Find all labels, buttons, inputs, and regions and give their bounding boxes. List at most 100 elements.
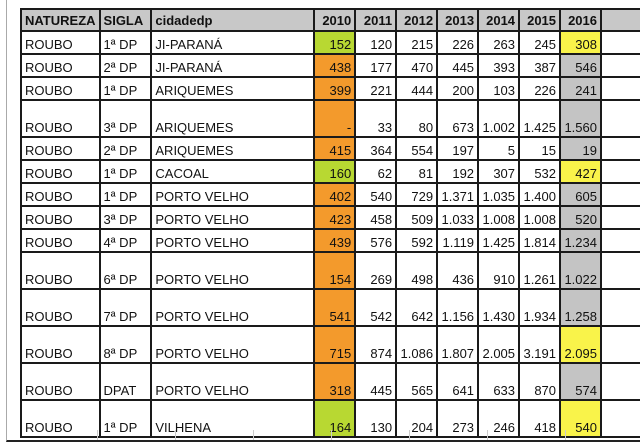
cell-year-2015[interactable]: 532 (518, 159, 562, 184)
cell-natureza[interactable]: ROUBO (20, 159, 101, 184)
cell-year-2014[interactable]: 1.008 (477, 205, 521, 230)
cell-empty[interactable] (600, 99, 640, 138)
cell-cidade[interactable]: ARIQUEMES (150, 99, 316, 138)
cell-year-2010[interactable]: 715 (313, 325, 357, 364)
cell-year-2011[interactable]: 576 (354, 228, 398, 253)
cell-year-2015[interactable]: 245 (518, 30, 562, 55)
cell-year-2011[interactable]: 269 (354, 251, 398, 290)
cell-year-2011[interactable]: 177 (354, 53, 398, 78)
cell-year-2013[interactable]: 641 (436, 362, 480, 401)
cell-year-2011[interactable]: 120 (354, 30, 398, 55)
header-2013[interactable]: 2013 (436, 8, 480, 32)
cell-sigla[interactable]: 1ª DP (98, 159, 153, 184)
cell-empty[interactable] (600, 182, 640, 207)
cell-year-2016[interactable]: 1.560 (559, 99, 602, 138)
cell-sigla[interactable]: 7ª DP (98, 288, 153, 327)
cell-year-2013[interactable]: 226 (436, 30, 480, 55)
cell-natureza[interactable]: ROUBO (20, 182, 101, 207)
cell-natureza[interactable]: ROUBO (20, 251, 101, 290)
cell-year-2010[interactable]: 438 (313, 53, 357, 78)
cell-year-2016[interactable]: 308 (559, 30, 602, 55)
cell-year-2013[interactable]: 1.371 (436, 182, 480, 207)
cell-cidade[interactable]: PORTO VELHO (150, 205, 316, 230)
cell-year-2014[interactable]: 103 (477, 76, 521, 101)
cell-year-2013[interactable]: 1.807 (436, 325, 480, 364)
cell-year-2016[interactable]: 241 (559, 76, 602, 101)
cell-year-2015[interactable]: 387 (518, 53, 562, 78)
cell-year-2014[interactable]: 1.035 (477, 182, 521, 207)
cell-year-2015[interactable]: 1.008 (518, 205, 562, 230)
cell-year-2010[interactable]: 541 (313, 288, 357, 327)
cell-year-2016[interactable]: 520 (559, 205, 602, 230)
cell-year-2012[interactable]: 470 (395, 53, 439, 78)
cell-sigla[interactable]: 6ª DP (98, 251, 153, 290)
cell-year-2016[interactable]: 1.258 (559, 288, 602, 327)
cell-year-2014[interactable]: 1.002 (477, 99, 521, 138)
cell-year-2016[interactable]: 574 (559, 362, 602, 401)
cell-year-2012[interactable]: 642 (395, 288, 439, 327)
cell-year-2012[interactable]: 215 (395, 30, 439, 55)
cell-cidade[interactable]: PORTO VELHO (150, 362, 316, 401)
cell-cidade[interactable]: PORTO VELHO (150, 228, 316, 253)
cell-year-2012[interactable]: 509 (395, 205, 439, 230)
cell-year-2012[interactable]: 444 (395, 76, 439, 101)
cell-year-2013[interactable]: 197 (436, 136, 480, 161)
cell-year-2016[interactable]: 546 (559, 53, 602, 78)
cell-year-2014[interactable]: 1.430 (477, 288, 521, 327)
cell-empty[interactable] (600, 159, 640, 184)
header-2016[interactable]: 2016 (559, 8, 602, 32)
cell-year-2011[interactable]: 62 (354, 159, 398, 184)
cell-cidade[interactable]: JI-PARANÁ (150, 30, 316, 55)
cell-year-2011[interactable]: 445 (354, 362, 398, 401)
cell-year-2013[interactable]: 436 (436, 251, 480, 290)
cell-sigla[interactable]: 1ª DP (98, 182, 153, 207)
cell-empty[interactable] (600, 205, 640, 230)
cell-year-2013[interactable]: 1.119 (436, 228, 480, 253)
cell-year-2013[interactable]: 1.156 (436, 288, 480, 327)
header-natureza[interactable]: NATUREZA (20, 8, 101, 32)
cell-year-2011[interactable]: 221 (354, 76, 398, 101)
cell-natureza[interactable]: ROUBO (20, 53, 101, 78)
cell-year-2013[interactable]: 200 (436, 76, 480, 101)
cell-year-2012[interactable]: 729 (395, 182, 439, 207)
cell-year-2014[interactable]: 2.005 (477, 325, 521, 364)
cell-empty[interactable] (600, 136, 640, 161)
cell-year-2014[interactable]: 307 (477, 159, 521, 184)
cell-year-2015[interactable]: 15 (518, 136, 562, 161)
cell-year-2015[interactable]: 1.934 (518, 288, 562, 327)
cell-cidade[interactable]: PORTO VELHO (150, 182, 316, 207)
cell-cidade[interactable]: CACOAL (150, 159, 316, 184)
cell-natureza[interactable]: ROUBO (20, 288, 101, 327)
cell-empty[interactable] (600, 325, 640, 364)
cell-cidade[interactable]: PORTO VELHO (150, 251, 316, 290)
header-empty[interactable] (600, 8, 640, 32)
header-2015[interactable]: 2015 (518, 8, 562, 32)
cell-year-2015[interactable]: 226 (518, 76, 562, 101)
cell-year-2014[interactable]: 263 (477, 30, 521, 55)
cell-year-2011[interactable]: 540 (354, 182, 398, 207)
cell-natureza[interactable]: ROUBO (20, 136, 101, 161)
cell-sigla[interactable]: 2ª DP (98, 53, 153, 78)
cell-year-2010[interactable]: 402 (313, 182, 357, 207)
cell-empty[interactable] (600, 362, 640, 401)
cell-natureza[interactable]: ROUBO (20, 362, 101, 401)
cell-year-2015[interactable]: 1.814 (518, 228, 562, 253)
cell-sigla[interactable]: 1ª DP (98, 30, 153, 55)
cell-year-2016[interactable]: 2.095 (559, 325, 602, 364)
cell-year-2013[interactable]: 445 (436, 53, 480, 78)
cell-natureza[interactable]: ROUBO (20, 99, 101, 138)
cell-year-2015[interactable]: 1.400 (518, 182, 562, 207)
cell-natureza[interactable]: ROUBO (20, 228, 101, 253)
cell-year-2016[interactable]: 1.234 (559, 228, 602, 253)
cell-year-2012[interactable]: 81 (395, 159, 439, 184)
cell-sigla[interactable]: 1ª DP (98, 76, 153, 101)
cell-year-2010[interactable]: 399 (313, 76, 357, 101)
cell-year-2012[interactable]: 554 (395, 136, 439, 161)
header-sigla[interactable]: SIGLA (98, 8, 153, 32)
cell-sigla[interactable]: 3ª DP (98, 99, 153, 138)
cell-year-2012[interactable]: 80 (395, 99, 439, 138)
cell-cidade[interactable]: JI-PARANÁ (150, 53, 316, 78)
cell-year-2012[interactable]: 592 (395, 228, 439, 253)
cell-empty[interactable] (600, 53, 640, 78)
cell-year-2014[interactable]: 1.425 (477, 228, 521, 253)
